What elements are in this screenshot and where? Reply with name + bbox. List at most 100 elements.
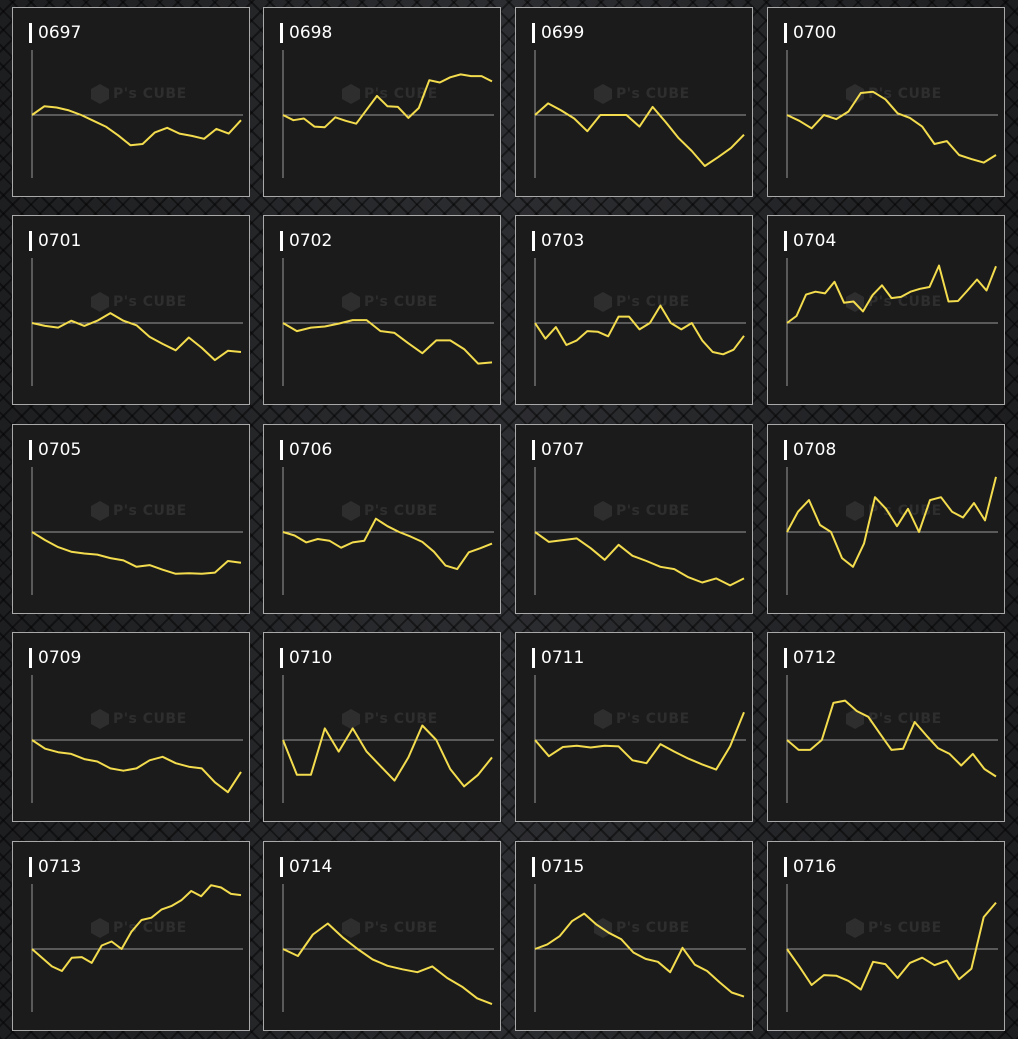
line-chart <box>786 884 998 1012</box>
series-line <box>31 312 242 362</box>
watermark-logo: P's CUBE <box>342 912 442 948</box>
chart-panel-0712: 0712 P's CUBE <box>767 632 1005 822</box>
watermark-text: P's CUBE <box>616 711 690 727</box>
chart-title: 0716 <box>784 856 836 878</box>
watermark-logo: P's CUBE <box>342 286 442 322</box>
series-line <box>534 912 745 998</box>
chart-title: 0712 <box>784 647 836 669</box>
line-chart <box>282 50 494 178</box>
chart-title: 0708 <box>784 439 836 461</box>
chart-title: 0713 <box>29 856 81 878</box>
watermark-logo: P's CUBE <box>594 703 694 739</box>
series-line <box>282 922 493 1006</box>
cube-logo-icon <box>342 709 360 729</box>
chart-panel-0703: 0703 P's CUBE <box>515 215 753 405</box>
watermark-text: P's CUBE <box>113 86 187 102</box>
series-line <box>786 90 997 164</box>
line-chart <box>534 884 746 1012</box>
line-chart <box>282 258 494 386</box>
cube-logo-icon <box>594 709 612 729</box>
series-line <box>31 105 242 147</box>
chart-panel-0706: 0706 P's CUBE <box>263 424 501 614</box>
chart-panel-0698: 0698 P's CUBE <box>263 7 501 197</box>
watermark-text: P's CUBE <box>616 294 690 310</box>
chart-title: 0704 <box>784 230 836 252</box>
watermark-logo: P's CUBE <box>342 703 442 739</box>
chart-panel-0702: 0702 P's CUBE <box>263 215 501 405</box>
line-chart <box>282 675 494 803</box>
line-chart <box>31 675 243 803</box>
chart-panel-0708: 0708 P's CUBE <box>767 424 1005 614</box>
chart-title: 0698 <box>280 22 332 44</box>
watermark-text: P's CUBE <box>364 920 438 936</box>
line-chart <box>534 50 746 178</box>
watermark-logo: P's CUBE <box>342 495 442 531</box>
series-line <box>31 531 242 575</box>
cube-logo-icon <box>91 709 109 729</box>
cube-logo-icon <box>342 501 360 521</box>
cube-logo-icon <box>846 709 864 729</box>
watermark-text: P's CUBE <box>868 86 942 102</box>
series-line <box>31 884 242 972</box>
chart-panel-0713: 0713 P's CUBE <box>12 841 250 1031</box>
series-line <box>534 531 745 587</box>
watermark-text: P's CUBE <box>616 86 690 102</box>
chart-title: 0699 <box>532 22 584 44</box>
watermark-text: P's CUBE <box>113 711 187 727</box>
cube-logo-icon <box>91 292 109 312</box>
chart-panel-0707: 0707 P's CUBE <box>515 424 753 614</box>
watermark-text: P's CUBE <box>616 503 690 519</box>
chart-title: 0709 <box>29 647 81 669</box>
watermark-logo: P's CUBE <box>846 703 946 739</box>
series-line <box>534 304 745 356</box>
watermark-text: P's CUBE <box>364 86 438 102</box>
chart-panel-0715: 0715 P's CUBE <box>515 841 753 1031</box>
line-chart <box>534 467 746 595</box>
watermark-logo: P's CUBE <box>846 78 946 114</box>
chart-panel-0700: 0700 P's CUBE <box>767 7 1005 197</box>
line-chart <box>31 50 243 178</box>
cube-logo-icon <box>91 84 109 104</box>
watermark-logo: P's CUBE <box>594 495 694 531</box>
chart-title: 0705 <box>29 439 81 461</box>
series-line <box>282 319 493 365</box>
series-line <box>786 699 997 778</box>
chart-title: 0715 <box>532 856 584 878</box>
series-line <box>282 724 493 788</box>
cube-logo-icon <box>594 292 612 312</box>
chart-title: 0710 <box>280 647 332 669</box>
cube-logo-icon <box>342 292 360 312</box>
cube-logo-icon <box>846 84 864 104</box>
series-line <box>282 517 493 571</box>
series-line <box>786 901 997 991</box>
series-line <box>786 264 997 324</box>
line-chart <box>282 884 494 1012</box>
cube-logo-icon <box>342 84 360 104</box>
line-chart <box>31 884 243 1012</box>
chart-panel-0701: 0701 P's CUBE <box>12 215 250 405</box>
chart-title: 0701 <box>29 230 81 252</box>
watermark-logo: P's CUBE <box>594 78 694 114</box>
watermark-text: P's CUBE <box>868 294 942 310</box>
line-chart <box>534 675 746 803</box>
line-chart <box>786 675 998 803</box>
watermark-logo: P's CUBE <box>594 286 694 322</box>
watermark-text: P's CUBE <box>364 711 438 727</box>
watermark-logo: P's CUBE <box>342 78 442 114</box>
series-line <box>31 739 242 794</box>
series-line <box>534 711 745 771</box>
chart-panel-0716: 0716 P's CUBE <box>767 841 1005 1031</box>
cube-logo-icon <box>846 918 864 938</box>
cube-logo-icon <box>594 84 612 104</box>
chart-panel-0714: 0714 P's CUBE <box>263 841 501 1031</box>
chart-panel-0699: 0699 P's CUBE <box>515 7 753 197</box>
series-line <box>786 476 997 568</box>
chart-panel-0710: 0710 P's CUBE <box>263 632 501 822</box>
cube-logo-icon <box>91 918 109 938</box>
watermark-logo: P's CUBE <box>91 495 191 531</box>
chart-title: 0707 <box>532 439 584 461</box>
cube-logo-icon <box>846 501 864 521</box>
line-chart <box>786 258 998 386</box>
watermark-text: P's CUBE <box>364 503 438 519</box>
